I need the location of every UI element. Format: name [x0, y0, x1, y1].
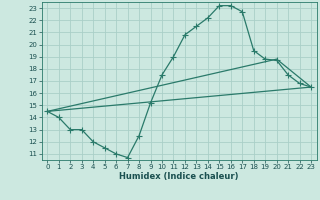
X-axis label: Humidex (Indice chaleur): Humidex (Indice chaleur) [119, 172, 239, 181]
